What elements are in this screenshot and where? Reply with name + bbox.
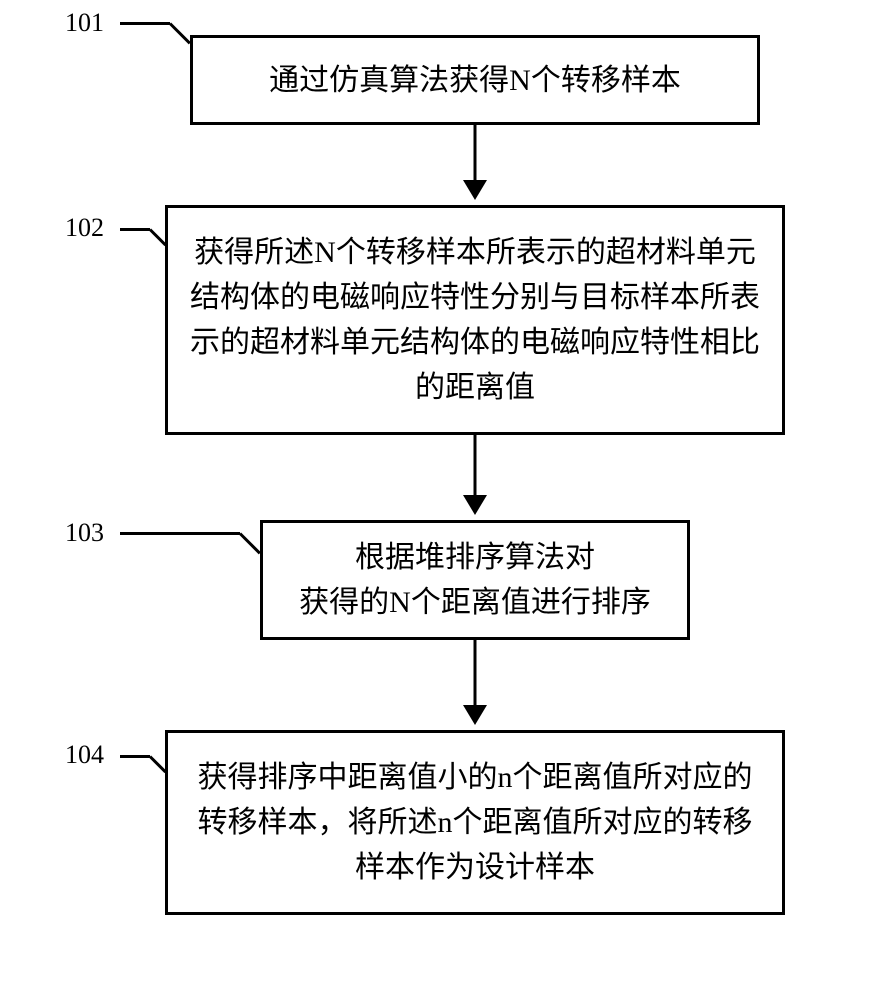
- step-box-103: 根据堆排序算法对 获得的N个距离值进行排序: [260, 520, 690, 640]
- connector-103-104: [474, 640, 477, 705]
- label-connector-103-h: [120, 532, 240, 535]
- step-label-103: 103: [65, 518, 104, 548]
- step-text-102: 获得所述N个转移样本所表示的超材料单元结构体的电磁响应特性分别与目标样本所表示的…: [188, 230, 762, 410]
- arrowhead-103-104: [463, 705, 487, 725]
- step-label-101: 101: [65, 8, 104, 38]
- label-connector-103-d: [239, 532, 261, 554]
- step-box-104: 获得排序中距离值小的n个距离值所对应的转移样本，将所述n个距离值所对应的转移样本…: [165, 730, 785, 915]
- flowchart-container: 101 通过仿真算法获得N个转移样本 102 获得所述N个转移样本所表示的超材料…: [0, 0, 878, 1000]
- connector-101-102: [474, 125, 477, 180]
- label-connector-101-d: [169, 22, 191, 44]
- step-label-104: 104: [65, 740, 104, 770]
- label-connector-104-d: [149, 755, 167, 773]
- arrowhead-101-102: [463, 180, 487, 200]
- label-connector-102-h: [120, 228, 150, 231]
- label-connector-104-h: [120, 755, 150, 758]
- label-connector-102-d: [149, 228, 167, 246]
- connector-102-103: [474, 435, 477, 495]
- step-label-102: 102: [65, 213, 104, 243]
- step-text-101: 通过仿真算法获得N个转移样本: [269, 58, 681, 103]
- step-box-101: 通过仿真算法获得N个转移样本: [190, 35, 760, 125]
- step-text-104: 获得排序中距离值小的n个距离值所对应的转移样本，将所述n个距离值所对应的转移样本…: [188, 755, 762, 890]
- step-text-103: 根据堆排序算法对 获得的N个距离值进行排序: [299, 535, 651, 625]
- arrowhead-102-103: [463, 495, 487, 515]
- step-box-102: 获得所述N个转移样本所表示的超材料单元结构体的电磁响应特性分别与目标样本所表示的…: [165, 205, 785, 435]
- label-connector-101-h: [120, 22, 170, 25]
